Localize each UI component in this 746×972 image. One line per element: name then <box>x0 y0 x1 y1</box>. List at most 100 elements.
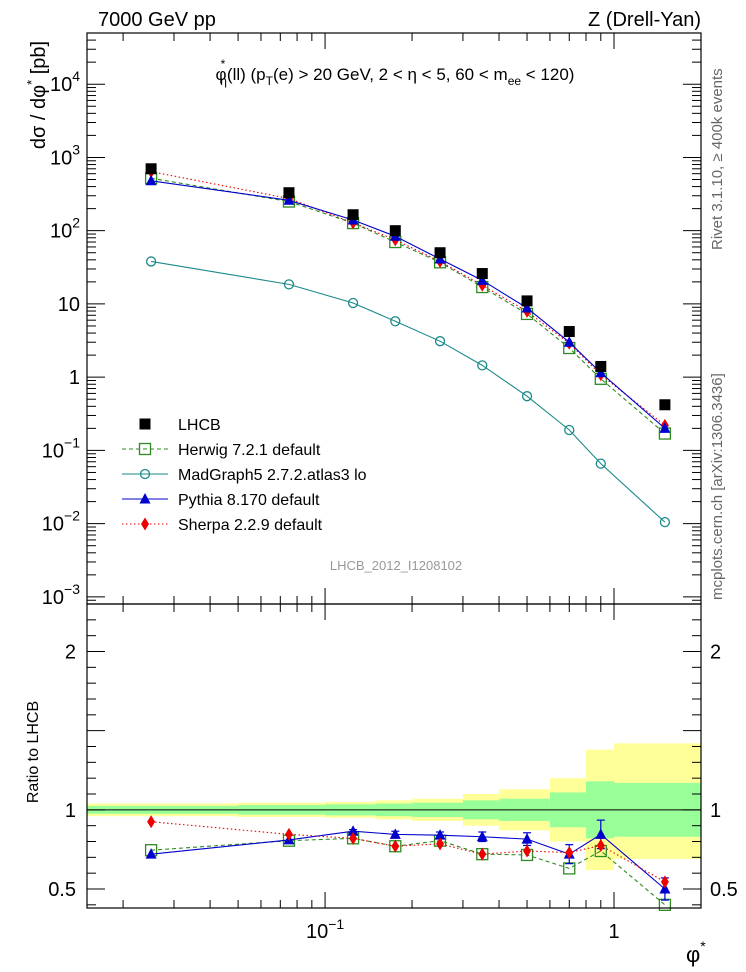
x-tick-label: 1 <box>608 921 619 943</box>
legend-label: LHCB <box>178 417 221 434</box>
ratio-sherpa-point <box>596 838 605 852</box>
main-lhcb-point <box>476 268 488 280</box>
ratio-sherpa-point <box>349 831 358 845</box>
main-lhcb-point <box>145 163 157 175</box>
ratio-sherpa-point <box>436 837 445 851</box>
ratio-sherpa-point <box>660 875 669 889</box>
legend-entry: Herwig 7.2.1 default <box>122 442 321 459</box>
main-madgraph5-point <box>477 360 488 371</box>
ratio-herwig-line <box>151 837 666 906</box>
ratio-sherpa-series <box>147 815 669 889</box>
ratio-pythia-point <box>347 825 359 836</box>
legend-entry: Pythia 8.170 default <box>122 492 320 509</box>
main-pythia-point <box>434 253 446 264</box>
legend-marker <box>138 442 152 456</box>
ratio-pythia-point <box>145 848 157 859</box>
ratio-pythia-point <box>521 833 533 844</box>
main-y-tick-label: 10−1 <box>42 434 80 462</box>
main-lhcb-point <box>347 209 359 221</box>
main-y-tick-label: 102 <box>50 215 80 243</box>
main-y-tick-label: 10−3 <box>42 581 80 609</box>
main-herwig-series <box>144 172 672 440</box>
main-sherpa-series <box>147 165 669 432</box>
main-pythia-point <box>476 274 488 285</box>
legend-label: Pythia 8.170 default <box>178 492 320 509</box>
ratio-sherpa-point <box>147 815 156 829</box>
x-tick-label: 10−1 <box>306 916 344 943</box>
main-lhcb-point <box>389 225 401 237</box>
legend-marker <box>139 418 151 430</box>
main-madgraph5-point <box>283 279 295 290</box>
main-madgraph5-point <box>521 391 533 402</box>
main-lhcb-point <box>434 247 446 259</box>
main-y-tick-label: 104 <box>50 68 80 96</box>
ratio-herwig-point <box>658 898 672 911</box>
main-y-tick-label: 1 <box>69 367 80 389</box>
ratio-sherpa-point <box>284 827 293 841</box>
header-left: 7000 GeV pp <box>98 9 216 31</box>
main-title: φ* η(ll) (pT(e) > 20 GeV, 2 < η < 5, 60 <… <box>216 57 575 88</box>
main-madgraph5-point <box>564 424 575 436</box>
legend-label: MadGraph5 2.7.2.atlas3 lo <box>178 467 367 484</box>
ratio-sherpa-point <box>478 847 487 861</box>
main-lhcb-point <box>563 326 575 338</box>
legend-label: Herwig 7.2.1 default <box>178 442 321 459</box>
ratio-y-tick-label-right: 1 <box>710 800 721 822</box>
main-pythia-point <box>563 336 575 347</box>
main-lhcb-point <box>521 295 533 307</box>
ratio-y-tick-label: 1 <box>65 800 76 822</box>
main-madgraph5-line <box>151 260 666 523</box>
ratio-pythia-point <box>434 829 446 840</box>
main-lhcb-point <box>283 187 295 199</box>
main-pythia-point <box>145 174 157 186</box>
main-pythia-point <box>283 194 295 205</box>
main-madgraph5-point <box>659 516 671 528</box>
main-lhcb-point <box>659 399 671 411</box>
legend-marker <box>141 517 149 531</box>
ratio-sherpa-point <box>565 846 574 860</box>
main-madgraph5-point <box>347 297 359 309</box>
ratio-y-tick-label: 2 <box>65 642 76 664</box>
x-axis-label: φ* <box>686 938 706 967</box>
main-pythia-point <box>659 422 671 433</box>
main-y-tick-label: 10 <box>58 294 80 316</box>
ratio-y-tick-label-right: 2 <box>710 642 721 664</box>
rivet-label: Rivet 3.1.10, ≥ 400k events <box>709 68 726 250</box>
ratio-sherpa-line <box>151 821 666 883</box>
legend-label: Sherpa 2.2.9 default <box>178 517 323 534</box>
main-lhcb-series <box>145 163 671 411</box>
main-madgraph5-series <box>145 256 671 528</box>
main-madgraph5-point <box>145 256 157 267</box>
header-right: Z (Drell-Yan) <box>588 9 701 31</box>
main-ylabel: dσ / dφ* [pb] <box>24 41 50 149</box>
ratio-pythia-line <box>151 830 666 890</box>
main-y-tick-label: 103 <box>50 141 80 169</box>
main-pythia-line <box>151 180 666 429</box>
main-pythia-point <box>595 366 607 378</box>
ratio-sherpa-point <box>391 839 400 853</box>
main-madgraph5-point <box>434 336 446 347</box>
ratio-panel: 10−1 1 0.5 0.5 1 1 2 2 <box>48 603 738 943</box>
ratio-pythia-point <box>595 828 607 839</box>
ratio-y-tick-label: 0.5 <box>48 879 76 901</box>
main-madgraph5-point <box>595 458 606 469</box>
mcplots-label: mcplots.cern.ch [arXiv:1306.3436] <box>709 373 726 600</box>
ratio-pythia-point <box>476 830 488 842</box>
main-y-tick-label: 10−2 <box>42 508 80 536</box>
legend-entry: Sherpa 2.2.9 default <box>122 517 323 534</box>
main-sherpa-line <box>150 171 666 426</box>
legend-marker <box>139 468 151 480</box>
legend: LHCB Herwig 7.2.1 default MadGraph5 2.7.2.… <box>122 417 367 534</box>
ratio-sherpa-point <box>523 844 532 858</box>
ratio-pythia-point <box>389 828 401 839</box>
main-herwig-line <box>151 177 666 434</box>
main-panel: 10−3 10−2 10−1 1 10 102 103 104 <box>42 32 702 609</box>
main-lhcb-point <box>595 360 607 372</box>
legend-entry: MadGraph5 2.7.2.atlas3 lo <box>122 467 367 484</box>
legend-entry: LHCB <box>139 417 221 434</box>
ratio-frame <box>86 603 702 909</box>
main-pythia-series <box>145 174 671 433</box>
legend-marker <box>139 493 151 504</box>
analysis-watermark: LHCB_2012_I1208102 <box>330 558 462 573</box>
